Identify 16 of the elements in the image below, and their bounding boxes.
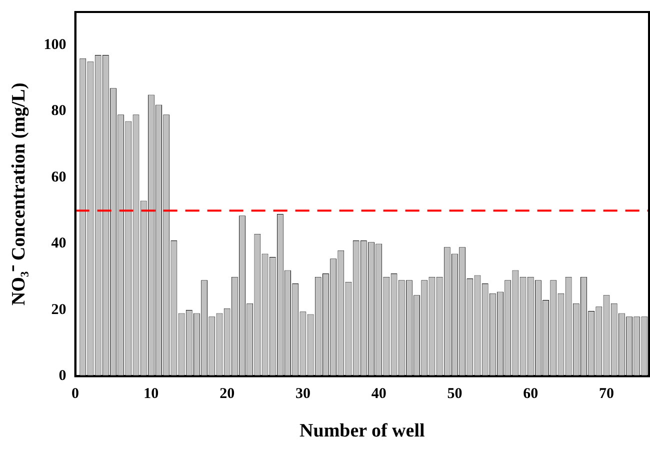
x-axis-title: Number of well [300, 420, 425, 442]
x-tick-label: 50 [447, 386, 462, 402]
y-tick-label: 80 [51, 103, 66, 120]
x-tick-label: 30 [295, 386, 310, 402]
y-tick-label: 20 [51, 302, 66, 318]
x-tick-label: 60 [523, 386, 538, 402]
x-tick-label: 20 [220, 386, 235, 402]
y-tick-label: 0 [58, 368, 66, 384]
x-tick-label: 70 [599, 386, 614, 402]
x-tick-label: 0 [72, 386, 80, 402]
y-tick-label: 60 [51, 169, 66, 186]
x-tick-label: 10 [144, 386, 159, 402]
y-tick-label: 100 [44, 36, 66, 53]
y-tick-label: 40 [51, 236, 66, 252]
x-tick-label: 40 [371, 386, 386, 402]
y-axis-title: NO₃⁻ Concentration (mg/L) [8, 82, 30, 306]
